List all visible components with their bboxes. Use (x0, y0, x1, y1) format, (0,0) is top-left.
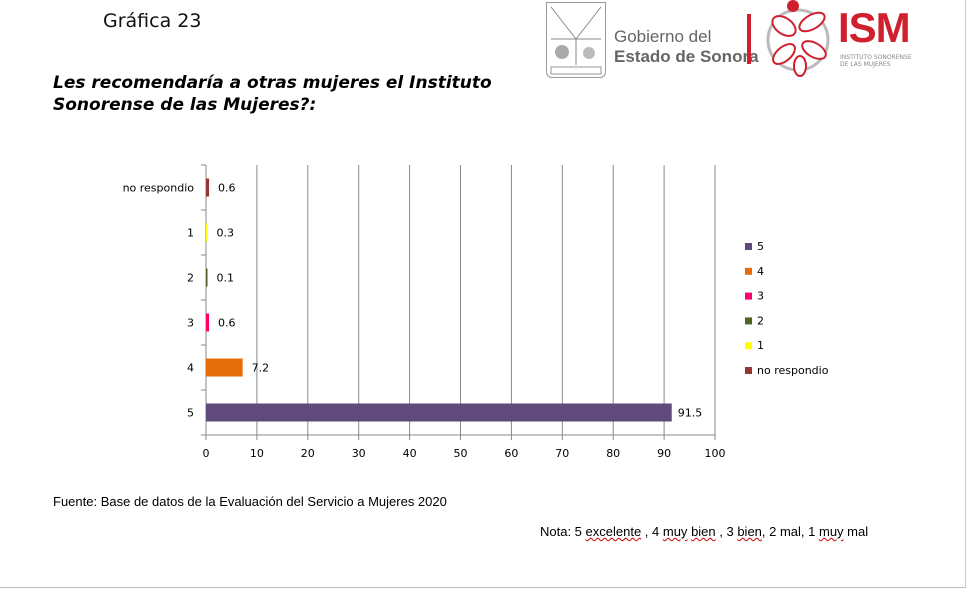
y-category-label: 5 (187, 407, 194, 420)
y-category-label: 2 (187, 272, 194, 285)
nota-part: bien (737, 524, 762, 539)
y-category-label: 3 (187, 317, 194, 330)
data-label: 7.2 (252, 362, 270, 375)
data-label: 0.6 (218, 317, 236, 330)
legend-swatch (745, 367, 752, 374)
legend-swatch (745, 317, 752, 325)
x-tick-label: 0 (203, 447, 210, 460)
sonora-seal-logo (546, 2, 606, 78)
title-line-2: Sonorense de las Mujeres?: (53, 95, 317, 115)
ism-logo-text: ISM (838, 4, 911, 51)
x-tick-label: 60 (504, 447, 518, 460)
chart-title: Les recomendaría a otras mujeres el Inst… (53, 72, 492, 116)
legend-label: 3 (757, 290, 764, 303)
legend-swatch (745, 243, 752, 250)
legend-swatch (745, 342, 752, 350)
nota-part: , 4 (641, 524, 663, 539)
data-label: 0.3 (217, 227, 235, 240)
gobierno-logo-text: Gobierno del Estado de Sonora (614, 27, 759, 66)
bar-5 (206, 403, 672, 422)
bar-no-respondio (206, 178, 210, 197)
legend-label: 2 (757, 314, 764, 327)
legend-label: 1 (757, 339, 764, 352)
nota-part: muy (662, 524, 688, 539)
x-tick-label: 10 (250, 447, 264, 460)
nota-part: , 2 mal, 1 (761, 524, 819, 539)
title-line-1: Les recomendaría a otras mujeres el Inst… (53, 73, 492, 93)
source-note: Fuente: Base de datos de la Evaluación d… (53, 494, 447, 509)
y-category-label: 4 (187, 362, 194, 375)
legend-swatch (745, 292, 752, 300)
nota-part: , 3 (715, 524, 738, 539)
data-label: 91.5 (678, 407, 703, 420)
x-tick-label: 70 (555, 447, 569, 460)
y-category-label: no respondio (123, 182, 195, 195)
x-tick-label: 30 (352, 447, 366, 460)
nota-part: bien (691, 524, 716, 539)
ism-flower-logo (766, 0, 830, 77)
nota-part: mal (843, 524, 869, 539)
data-label: 0.1 (217, 272, 235, 285)
legend-label: no respondio (757, 364, 829, 377)
bar-2 (206, 268, 208, 287)
legend-label: 5 (757, 240, 764, 253)
ism-logo-subtitle: INSTITUTO SONORENSE DE LAS MUJERES (840, 54, 912, 68)
nota-part: Nota: 5 (540, 524, 586, 539)
bar-1 (206, 223, 208, 242)
legend-swatch (745, 267, 752, 275)
scale-note: Nota: 5 excelente , 4 muy bien , 3 bien,… (540, 524, 868, 539)
legend-label: 4 (757, 265, 764, 278)
y-category-label: 1 (187, 227, 194, 240)
x-tick-label: 40 (403, 447, 417, 460)
logo-divider (747, 14, 751, 64)
bar-4 (206, 358, 243, 377)
nota-part: muy (818, 524, 844, 539)
x-tick-label: 50 (454, 447, 468, 460)
bar-3 (206, 313, 210, 332)
x-tick-label: 80 (606, 447, 620, 460)
nota-part: excelente (585, 524, 642, 539)
x-tick-label: 90 (657, 447, 671, 460)
x-tick-label: 100 (705, 447, 726, 460)
x-tick-label: 20 (301, 447, 315, 460)
figure-label: Gráfica 23 (103, 10, 202, 32)
data-label: 0.6 (218, 182, 236, 195)
bar-chart: 0 10 20 30 40 50 60 70 80 90 100 no respondio 0.6 1 0.… (123, 164, 829, 460)
